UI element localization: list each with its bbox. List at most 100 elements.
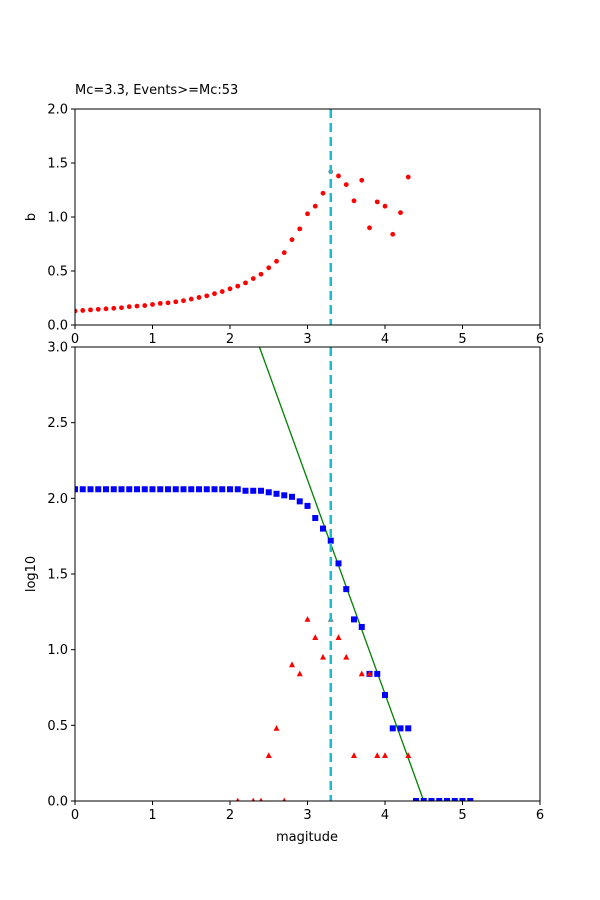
noncumulative-point — [320, 653, 326, 660]
b-point — [297, 226, 303, 232]
cumulative-point — [428, 798, 435, 801]
fm-xtick-label: 2 — [226, 808, 234, 823]
cumulative-point — [413, 798, 419, 801]
cumulative-point — [165, 486, 171, 493]
noncumulative-point — [296, 670, 303, 677]
b-point — [343, 182, 349, 188]
noncumulative-point — [358, 670, 365, 677]
b-point — [103, 306, 109, 312]
cumulative-point — [196, 486, 202, 493]
b-point — [312, 203, 318, 209]
fm-panel-ylabel: log10 — [24, 556, 39, 592]
noncumulative-point — [282, 797, 287, 801]
noncumulative-point — [304, 616, 311, 622]
b-ytick-label: 0.0 — [47, 319, 68, 334]
cumulative-point — [273, 490, 280, 497]
cumulative-point — [296, 498, 303, 505]
b-point — [274, 258, 279, 264]
cumulative-point — [219, 486, 226, 493]
cumulative-point — [211, 486, 218, 493]
b-point — [119, 305, 124, 311]
b-ytick-label: 0.5 — [47, 265, 68, 280]
fm-xtick-label: 6 — [536, 808, 544, 823]
b-ytick-label: 1.5 — [47, 157, 68, 172]
noncumulative-point — [335, 634, 342, 640]
fm-ytick-label: 2.0 — [47, 492, 68, 507]
fm-xtick-label: 5 — [458, 808, 466, 823]
b-point — [227, 286, 233, 292]
cumulative-point — [343, 586, 350, 593]
cumulative-point — [79, 486, 86, 493]
cumulative-point — [95, 486, 102, 493]
cumulative-point — [265, 489, 272, 496]
noncumulative-point — [259, 797, 263, 801]
b-point — [173, 299, 179, 305]
cumulative-point — [374, 670, 381, 677]
b-panel-ticks: 0 1 2 3 4 5 6 0.0 0.5 1.0 1.5 2.0 — [47, 103, 544, 348]
cumulative-point — [289, 493, 295, 500]
noncumulative-point — [251, 797, 256, 801]
b-point — [336, 173, 341, 179]
fm-ytick-label: 3.0 — [47, 341, 68, 356]
cumulative-point — [335, 560, 342, 567]
b-panel-title: Mc=3.3, Events>=Mc:53 — [75, 83, 238, 98]
b-point — [134, 303, 140, 309]
b-point — [88, 307, 93, 313]
b-point — [382, 203, 388, 209]
cumulative-point — [126, 486, 133, 493]
b-point — [243, 280, 248, 286]
fm-panel-frame — [74, 346, 541, 802]
cumulative-point — [234, 486, 241, 493]
noncumulative-point — [273, 724, 280, 731]
b-xtick-label: 6 — [536, 332, 544, 347]
cumulative-point — [459, 798, 466, 801]
cumulative-point — [118, 486, 125, 493]
b-point — [320, 190, 326, 196]
cumulative-point — [451, 798, 458, 801]
b-point — [250, 276, 256, 281]
cumulative-point — [103, 486, 109, 493]
fm-xtick-label: 0 — [71, 808, 79, 823]
cumulative-point — [467, 798, 474, 801]
noncumulative-point — [351, 752, 357, 758]
b-xtick-label: 4 — [381, 332, 389, 347]
noncumulative-point — [405, 752, 412, 758]
cumulative-point — [227, 486, 233, 493]
fm-xtick-label: 4 — [381, 808, 389, 823]
b-point — [157, 301, 163, 306]
b-point — [398, 210, 403, 216]
cumulative-point — [157, 486, 164, 493]
noncumulative-point — [374, 752, 381, 758]
cumulative-point — [327, 537, 334, 544]
cumulative-point — [242, 487, 249, 494]
b-point — [405, 174, 411, 180]
b-ytick-label: 2.0 — [47, 103, 68, 118]
b-point — [204, 293, 210, 299]
fm-panel-xlabel: magitude — [276, 830, 338, 845]
b-point — [359, 177, 365, 183]
fm-ytick-label: 1.5 — [47, 568, 68, 583]
b-point — [80, 308, 86, 313]
cumulative-point — [149, 486, 156, 493]
b-xtick-label: 0 — [71, 332, 79, 347]
b-point — [219, 289, 225, 294]
cumulative-point — [188, 486, 195, 493]
cumulative-point — [397, 725, 404, 732]
cumulative-point — [203, 486, 210, 493]
fit-line — [258, 347, 425, 801]
cumulative-point — [420, 798, 427, 801]
b-xtick-label: 5 — [458, 332, 466, 347]
noncumulative-point — [366, 670, 373, 677]
fm-ytick-label: 0.5 — [47, 719, 68, 734]
noncumulative-point — [312, 634, 319, 640]
b-panel-ylabel: b — [24, 213, 39, 221]
b-point — [165, 300, 171, 306]
b-point — [181, 298, 186, 304]
b-point — [111, 305, 117, 311]
b-point — [351, 198, 357, 204]
cumulative-point — [405, 725, 412, 732]
cumulative-point — [75, 486, 78, 493]
fm-ytick-label: 2.5 — [47, 416, 68, 431]
noncumulative-point — [382, 752, 388, 758]
